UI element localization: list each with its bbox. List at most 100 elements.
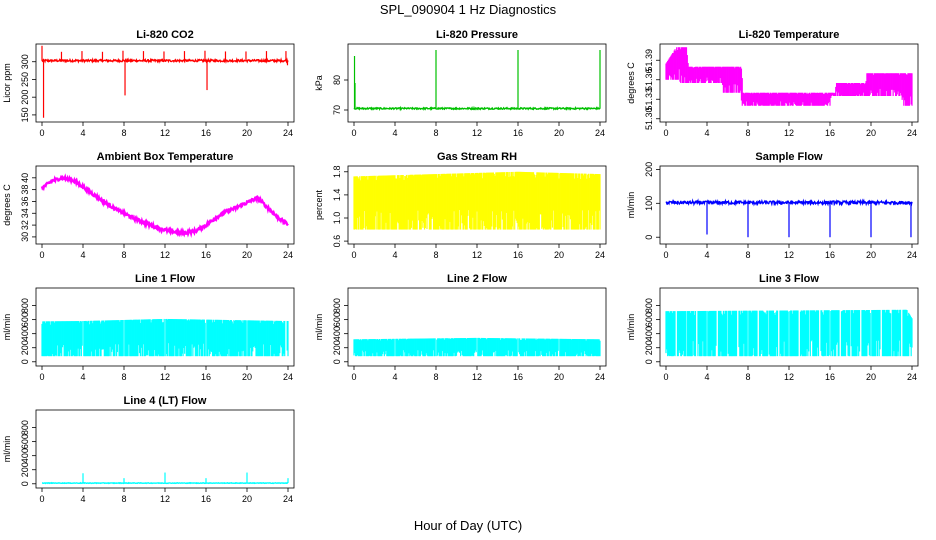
x-tick-label: 16 bbox=[825, 372, 835, 382]
x-axis-label: Hour of Day (UTC) bbox=[413, 518, 523, 533]
panel-4: Gas Stream RH percent 0 4 8 12 16 20 24 0.6 1.0 1.4… bbox=[314, 151, 607, 260]
x-tick-label: 24 bbox=[595, 128, 605, 138]
y-tick-label: 250 bbox=[20, 72, 30, 87]
x-tick-label: 4 bbox=[80, 250, 85, 260]
x-tick-label: 8 bbox=[121, 494, 126, 504]
x-tick-label: 8 bbox=[433, 372, 438, 382]
x-tick-label: 24 bbox=[595, 250, 605, 260]
x-tick-label: 20 bbox=[866, 250, 876, 260]
x-tick-label: 20 bbox=[242, 494, 252, 504]
y-tick-label: 800 bbox=[332, 298, 342, 313]
x-tick-label: 16 bbox=[825, 250, 835, 260]
y-tick-label: 38 bbox=[20, 185, 30, 195]
x-tick-label: 20 bbox=[242, 128, 252, 138]
panel-2: Li-820 Temperature degrees C 0 4 8 12 16 20 24 51… bbox=[626, 29, 919, 138]
panel-title: Line 2 Flow bbox=[447, 273, 507, 285]
y-tick-label: 400 bbox=[644, 326, 654, 341]
x-tick-label: 8 bbox=[433, 250, 438, 260]
x-tick-label: 16 bbox=[825, 128, 835, 138]
y-tick-label: 30 bbox=[20, 232, 30, 242]
x-tick-label: 8 bbox=[121, 372, 126, 382]
y-tick-label: 1.4 bbox=[332, 189, 342, 202]
x-tick-label: 0 bbox=[39, 250, 44, 260]
y-tick-label: 800 bbox=[20, 420, 30, 435]
x-tick-label: 16 bbox=[513, 250, 523, 260]
y-tick-label: 36 bbox=[20, 196, 30, 206]
x-tick-label: 0 bbox=[39, 372, 44, 382]
y-tick-label: 200 bbox=[644, 162, 654, 177]
x-tick-label: 20 bbox=[866, 372, 876, 382]
x-tick-label: 20 bbox=[242, 250, 252, 260]
x-tick-label: 12 bbox=[784, 372, 794, 382]
series-line bbox=[40, 173, 289, 238]
x-tick-label: 12 bbox=[160, 494, 170, 504]
series-baseline bbox=[353, 105, 601, 112]
y-tick-label: 0.6 bbox=[332, 235, 342, 248]
x-tick-label: 16 bbox=[201, 494, 211, 504]
y-tick-label: 1.0 bbox=[332, 212, 342, 225]
y-tick-label: 51.33 bbox=[644, 88, 654, 111]
y-tick-label: 200 bbox=[644, 340, 654, 355]
x-tick-label: 24 bbox=[595, 372, 605, 382]
x-tick-label: 4 bbox=[80, 128, 85, 138]
y-tick-label: 51.30 bbox=[644, 107, 654, 130]
x-tick-label: 24 bbox=[283, 250, 293, 260]
y-tick-label: 32 bbox=[20, 220, 30, 230]
y-tick-label: 150 bbox=[20, 107, 30, 122]
x-tick-label: 0 bbox=[663, 372, 668, 382]
y-tick-label: 200 bbox=[20, 462, 30, 477]
y-tick-label: 800 bbox=[644, 298, 654, 313]
plot-area bbox=[665, 47, 913, 106]
y-axis-label: ml/min bbox=[626, 314, 636, 341]
plot-area bbox=[41, 318, 289, 357]
panel-title: Sample Flow bbox=[755, 151, 823, 163]
y-tick-label: 80 bbox=[332, 75, 342, 85]
y-tick-label: 400 bbox=[332, 326, 342, 341]
y-tick-label: 300 bbox=[20, 54, 30, 69]
plot-area bbox=[665, 309, 913, 357]
y-axis-label: Licor ppm bbox=[2, 63, 12, 103]
x-tick-label: 20 bbox=[554, 128, 564, 138]
y-axis-label: percent bbox=[314, 189, 324, 220]
y-axis-label: degrees C bbox=[2, 184, 12, 226]
x-tick-label: 12 bbox=[160, 250, 170, 260]
panel-0: Li-820 CO2 Licor ppm 0 4 8 12 16 20 24 150 200 250 3… bbox=[2, 29, 295, 138]
x-tick-label: 12 bbox=[784, 128, 794, 138]
panel-1: Li-820 Pressure kPa 0 4 8 12 16 20 24 70 80 bbox=[314, 29, 607, 138]
panel-title: Li-820 CO2 bbox=[136, 29, 193, 41]
y-tick-label: 40 bbox=[20, 173, 30, 183]
y-tick-label: 0 bbox=[644, 359, 654, 364]
y-axis-label: ml/min bbox=[626, 192, 636, 219]
x-tick-label: 8 bbox=[745, 250, 750, 260]
x-tick-label: 20 bbox=[242, 372, 252, 382]
x-tick-label: 12 bbox=[160, 372, 170, 382]
plot-area bbox=[41, 45, 289, 118]
y-axis-label: degrees C bbox=[626, 62, 636, 104]
x-tick-label: 4 bbox=[392, 372, 397, 382]
x-tick-label: 4 bbox=[80, 372, 85, 382]
y-axis-label: ml/min bbox=[2, 436, 12, 463]
panel-title: Gas Stream RH bbox=[437, 151, 517, 163]
x-tick-label: 12 bbox=[472, 128, 482, 138]
x-tick-label: 12 bbox=[784, 250, 794, 260]
x-tick-label: 0 bbox=[351, 372, 356, 382]
y-tick-label: 100 bbox=[644, 196, 654, 211]
x-tick-label: 4 bbox=[704, 250, 709, 260]
y-tick-label: 1.8 bbox=[332, 166, 342, 179]
x-tick-label: 24 bbox=[283, 128, 293, 138]
panel-6: Line 1 Flow ml/min 0 4 8 12 16 20 24 0 20040060080… bbox=[2, 273, 295, 382]
y-tick-label: 600 bbox=[20, 312, 30, 327]
x-tick-label: 20 bbox=[554, 250, 564, 260]
x-tick-label: 4 bbox=[392, 128, 397, 138]
panel-title: Ambient Box Temperature bbox=[97, 151, 234, 163]
panel-title: Line 1 Flow bbox=[135, 273, 195, 285]
panel-7: Line 2 Flow ml/min 0 4 8 12 16 20 24 0 20040060080… bbox=[314, 273, 607, 382]
y-tick-label: 0 bbox=[20, 481, 30, 486]
panel-3: Ambient Box Temperature degrees C 0 4 8 12 16 2… bbox=[2, 151, 295, 260]
x-tick-label: 16 bbox=[201, 372, 211, 382]
x-tick-label: 0 bbox=[39, 494, 44, 504]
x-tick-label: 0 bbox=[663, 250, 668, 260]
x-tick-label: 16 bbox=[513, 372, 523, 382]
panel-8: Line 3 Flow ml/min 0 4 8 12 16 20 24 0 20040060080… bbox=[626, 273, 919, 382]
plot-area bbox=[353, 171, 601, 230]
